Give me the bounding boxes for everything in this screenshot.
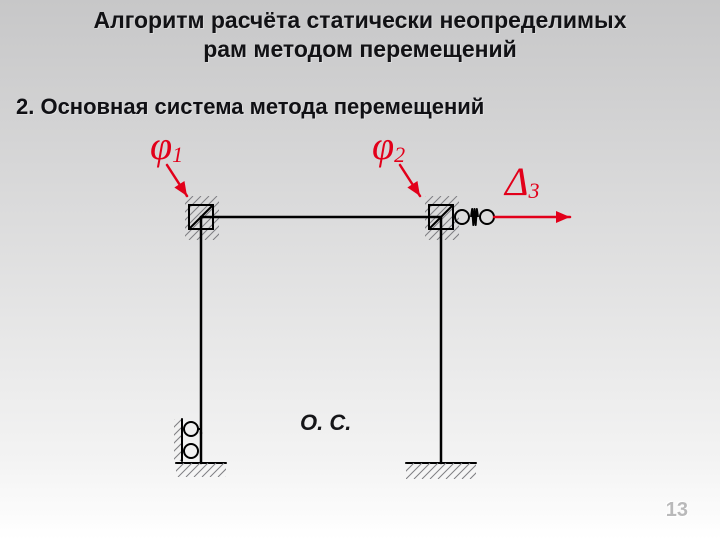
page-number: 13 — [666, 499, 688, 522]
frame-diagram — [0, 0, 720, 540]
os-label: О. С. — [300, 410, 351, 436]
